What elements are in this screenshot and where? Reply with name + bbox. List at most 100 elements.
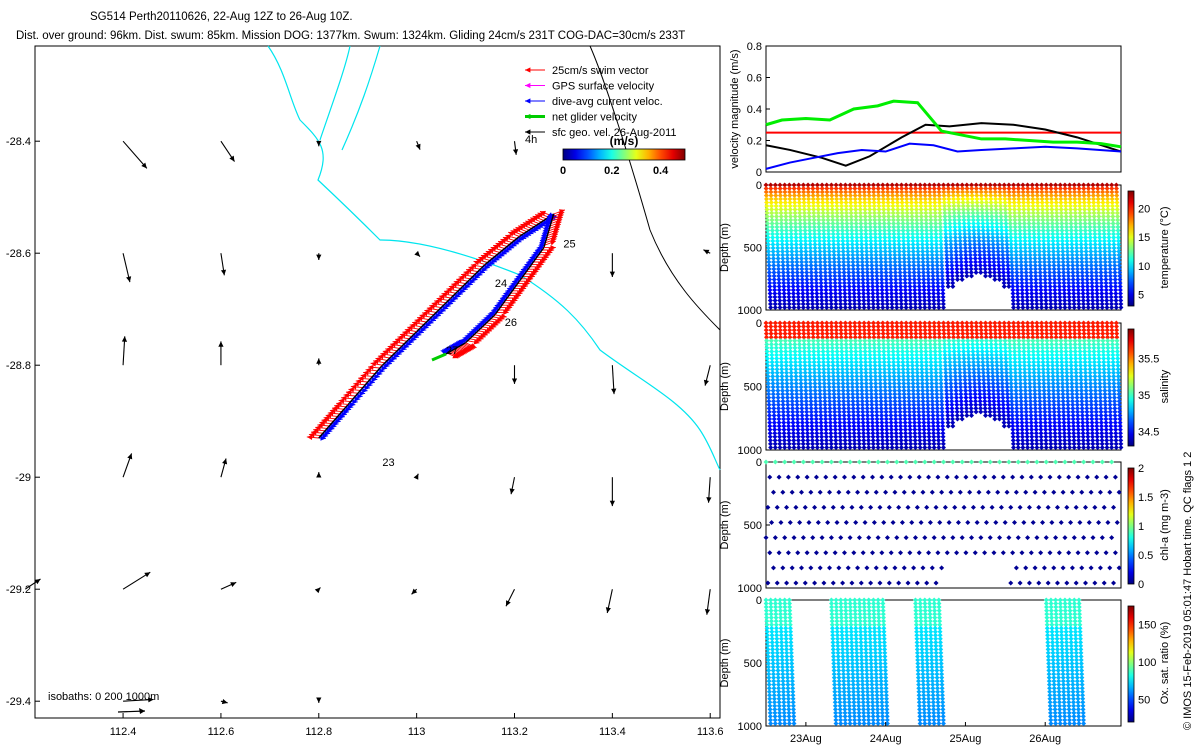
geo-vector-head bbox=[316, 472, 322, 478]
swim-vector bbox=[363, 370, 376, 376]
series-line bbox=[765, 99, 1122, 149]
profile-point bbox=[880, 444, 886, 450]
profile-point bbox=[884, 444, 890, 450]
swim-vector bbox=[390, 342, 403, 348]
swim-vector bbox=[355, 378, 368, 385]
profile-point bbox=[842, 444, 848, 450]
colorbar-label: temperature (°C) bbox=[1159, 206, 1171, 288]
swim-vector-head bbox=[417, 315, 423, 322]
swim-vector bbox=[404, 327, 417, 334]
profile-point bbox=[917, 305, 923, 310]
swim-vector bbox=[407, 325, 420, 331]
profile-point bbox=[880, 305, 886, 310]
swim-vector-head bbox=[402, 330, 409, 336]
geo-vector bbox=[220, 581, 237, 590]
profile-point bbox=[1076, 305, 1082, 310]
profile-point bbox=[810, 305, 816, 310]
geo-vector bbox=[122, 571, 151, 590]
profile-point bbox=[908, 305, 914, 310]
geo-vector-head bbox=[127, 453, 133, 460]
map-title: SG514 Perth20110626, 22-Aug 12Z to 26-Au… bbox=[90, 11, 353, 23]
swim-vector-head bbox=[390, 342, 396, 348]
swim-vector-head bbox=[308, 432, 315, 438]
colorbar-tick-label: 10 bbox=[1138, 261, 1150, 273]
swim-vector-head bbox=[367, 364, 374, 371]
profile-point bbox=[777, 444, 783, 450]
track-segment bbox=[318, 403, 349, 439]
swim-vector-head bbox=[404, 327, 411, 334]
swim-vector-head bbox=[327, 410, 334, 417]
geo-vector-head bbox=[706, 497, 712, 503]
profile-point bbox=[866, 444, 872, 450]
dac-vector-head bbox=[333, 421, 339, 427]
swim-vector-head bbox=[395, 337, 401, 343]
profile-point bbox=[959, 277, 965, 282]
profile-point bbox=[847, 305, 853, 310]
profile-point bbox=[1020, 305, 1026, 310]
dac-vector bbox=[362, 385, 371, 391]
swim-vector bbox=[341, 395, 354, 401]
y-axis-label: Depth (m) bbox=[719, 223, 731, 272]
profile-point bbox=[782, 444, 788, 450]
series-line bbox=[765, 142, 1122, 170]
y-tick-label: 0 bbox=[756, 318, 762, 330]
dac-vector bbox=[341, 409, 350, 415]
swim-vector bbox=[323, 415, 336, 421]
geo-vector bbox=[609, 477, 615, 507]
geo-vector-head bbox=[704, 608, 711, 615]
dac-vector-head bbox=[339, 413, 345, 420]
profile-point bbox=[894, 305, 900, 310]
geo-vector bbox=[703, 365, 711, 386]
profile-point bbox=[1034, 305, 1040, 310]
dac-vector-head bbox=[381, 365, 388, 371]
profile-point bbox=[1062, 305, 1068, 310]
colorbar-tick-label: 15 bbox=[1138, 232, 1150, 244]
profile-point bbox=[791, 305, 797, 310]
y-tick-label: 0.8 bbox=[747, 41, 762, 53]
geo-vector bbox=[316, 697, 322, 703]
dac-vector bbox=[367, 379, 375, 385]
dac-vector-head bbox=[328, 425, 335, 432]
geo-vector bbox=[706, 477, 712, 503]
dac-vector bbox=[372, 373, 380, 380]
geo-vector bbox=[703, 249, 711, 255]
geo-vector bbox=[218, 341, 224, 366]
profile-point bbox=[828, 305, 834, 310]
profile-point bbox=[866, 305, 872, 310]
profile-point bbox=[997, 277, 1003, 282]
geo-vector-head bbox=[218, 341, 224, 347]
profile-point bbox=[768, 444, 774, 450]
profile-point bbox=[814, 305, 820, 310]
geo-vector-head bbox=[609, 500, 615, 507]
geo-vector-head bbox=[229, 155, 235, 162]
dac-vector-head bbox=[369, 379, 375, 385]
geo-vector-head bbox=[121, 336, 128, 342]
swim-vector-head bbox=[385, 347, 391, 353]
profile-point bbox=[903, 444, 909, 450]
swim-vector-head bbox=[382, 349, 389, 355]
profile-point bbox=[964, 273, 970, 279]
profile-point bbox=[1113, 305, 1119, 310]
geo-vector-head bbox=[126, 276, 132, 283]
swim-vector-head bbox=[392, 339, 399, 346]
profile-point bbox=[1118, 305, 1124, 310]
dac-vector bbox=[325, 428, 333, 434]
geo-vector bbox=[512, 141, 519, 155]
geo-vector bbox=[505, 588, 515, 607]
profile-point bbox=[870, 444, 876, 450]
geo-vector-head bbox=[512, 149, 519, 155]
geo-vector-head bbox=[611, 388, 617, 395]
panel-colorbar bbox=[1127, 190, 1135, 307]
dac-vector bbox=[346, 404, 354, 410]
profile-point bbox=[768, 305, 774, 310]
swim-vector-head bbox=[375, 356, 382, 362]
profile-point bbox=[814, 444, 820, 450]
profile-point bbox=[1109, 305, 1115, 310]
profile-point bbox=[847, 444, 853, 450]
dac-vector bbox=[365, 382, 373, 388]
profile-point bbox=[903, 305, 909, 310]
geo-vector-head bbox=[144, 572, 151, 578]
profile-point bbox=[861, 305, 867, 310]
swim-vector bbox=[338, 398, 351, 404]
